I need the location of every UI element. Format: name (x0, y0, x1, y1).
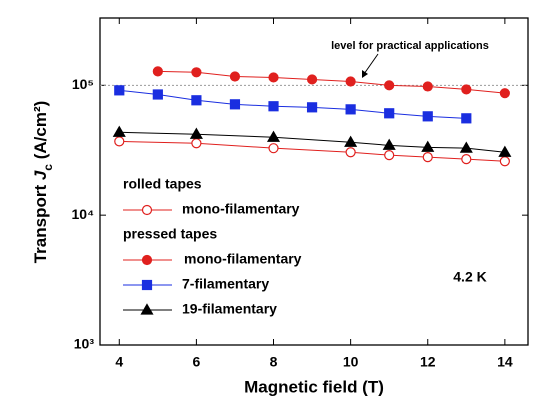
marker (345, 104, 356, 115)
marker (499, 88, 510, 99)
series-line (119, 140, 505, 162)
marker (384, 80, 395, 91)
marker (152, 66, 163, 77)
marker (461, 113, 472, 124)
legend-label: mono-filamentary (182, 201, 300, 217)
series-line (119, 131, 505, 153)
marker (384, 108, 395, 119)
x-tick-label: 6 (192, 354, 200, 370)
marker (499, 156, 510, 167)
legend-heading: pressed tapes (123, 226, 217, 242)
marker (459, 141, 473, 153)
marker (141, 279, 153, 291)
marker (191, 67, 202, 78)
annotation: 4.2 K (453, 269, 486, 285)
x-tick-label: 10 (343, 354, 359, 370)
legend-label: 19-filamentary (182, 301, 277, 317)
y-axis-label: Transport Jc (A/cm²) (31, 101, 55, 264)
marker (152, 89, 163, 100)
marker (191, 138, 202, 149)
legend-label: 7-filamentary (182, 276, 269, 292)
marker (461, 154, 472, 165)
y-tick-label: 10³ (74, 336, 95, 352)
marker (461, 84, 472, 95)
marker (266, 130, 281, 142)
marker (114, 85, 125, 96)
marker (382, 138, 396, 150)
annotation-arrow (363, 53, 379, 75)
x-tick-label: 14 (497, 354, 513, 370)
marker (344, 135, 358, 147)
x-tick-label: 4 (115, 354, 123, 370)
marker (112, 125, 126, 137)
x-axis-label: Magnetic field (T) (244, 377, 384, 396)
marker (189, 127, 203, 139)
marker (141, 254, 153, 266)
marker (229, 71, 241, 82)
marker (421, 140, 435, 152)
marker (498, 145, 512, 157)
marker (306, 102, 318, 113)
marker (141, 204, 153, 216)
marker (422, 111, 433, 122)
marker (345, 76, 356, 87)
marker (422, 81, 433, 92)
legend-heading: rolled tapes (123, 176, 202, 192)
x-tick-label: 12 (420, 354, 436, 370)
marker (268, 143, 279, 154)
y-label-unit: (A/cm²) (31, 101, 50, 164)
plot-frame (99, 17, 529, 346)
marker (268, 72, 279, 83)
series-line (119, 89, 467, 119)
marker (114, 136, 125, 147)
reference-label: level for practical applications (331, 40, 489, 52)
marker (306, 74, 318, 85)
x-tick-label: 8 (270, 354, 278, 370)
marker (422, 152, 433, 163)
legend-label: mono-filamentary (184, 251, 302, 267)
marker (345, 147, 356, 158)
arrow-head (362, 70, 368, 78)
marker (268, 101, 279, 112)
marker (229, 99, 241, 110)
y-label-subscript: c (41, 164, 55, 171)
series-line (157, 70, 505, 94)
y-label-text: Transport (31, 180, 50, 263)
y-tick-label: 10⁵ (72, 76, 94, 92)
marker (384, 150, 395, 161)
marker (191, 95, 202, 106)
y-tick-label: 10⁴ (72, 206, 95, 222)
y-label-symbol: J (31, 170, 50, 180)
marker (140, 303, 154, 315)
